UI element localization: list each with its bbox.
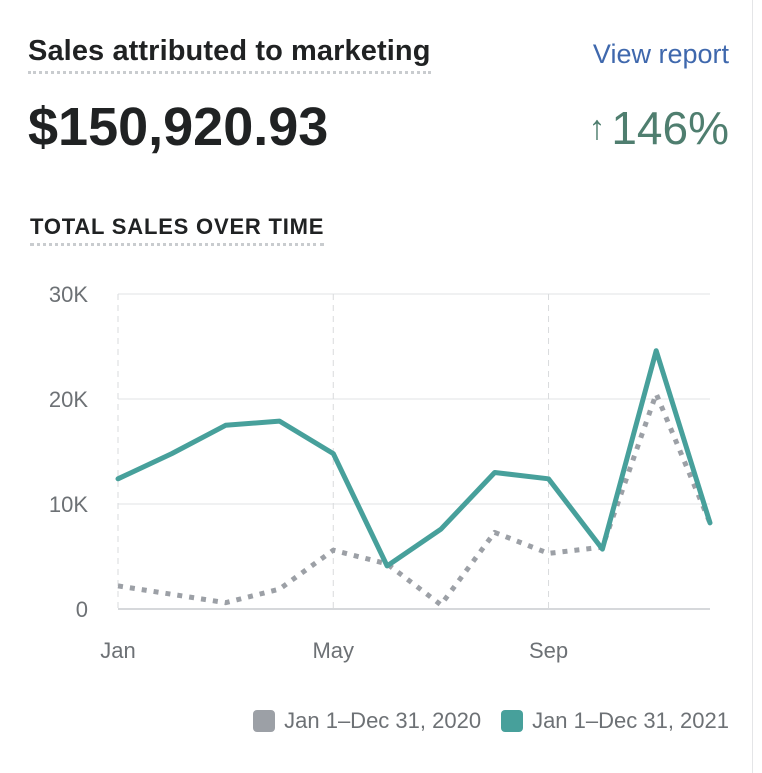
legend-label-2020: Jan 1–Dec 31, 2020	[284, 708, 482, 733]
y-axis: 0 10K 20K 30K	[49, 282, 88, 622]
x-axis: Jan May Sep	[100, 638, 568, 663]
legend-item-2020: Jan 1–Dec 31, 2020	[253, 708, 481, 734]
chart-grid	[117, 293, 710, 610]
y-tick-label: 20K	[49, 387, 88, 412]
card-title: Sales attributed to marketing	[28, 33, 431, 74]
y-tick-label: 10K	[49, 492, 88, 517]
chart-legend: Jan 1–Dec 31, 2020 Jan 1–Dec 31, 2021	[233, 708, 729, 734]
percent-change-value: 146%	[611, 102, 729, 154]
x-tick-label: May	[312, 638, 354, 663]
series-line-2020	[117, 391, 713, 608]
card-border	[752, 0, 753, 773]
x-tick-label: Jan	[100, 638, 135, 663]
y-tick-label: 30K	[49, 282, 88, 307]
legend-item-2021: Jan 1–Dec 31, 2021	[501, 708, 729, 734]
chart-series	[115, 348, 713, 608]
legend-label-2021: Jan 1–Dec 31, 2021	[532, 708, 729, 733]
x-tick-label: Sep	[529, 638, 568, 663]
series-line-2021	[115, 348, 713, 569]
legend-swatch-2020	[253, 710, 276, 732]
percent-change: ↑ 146%	[588, 100, 729, 156]
legend-swatch-2021	[501, 710, 524, 732]
total-sales-value: $150,920.93	[28, 97, 329, 157]
chart-title: TOTAL SALES OVER TIME	[30, 214, 325, 246]
arrow-up-icon: ↑	[588, 109, 606, 147]
view-report-link[interactable]: View report	[592, 39, 729, 69]
y-tick-label: 0	[76, 597, 88, 622]
sales-line-chart: 0 10K 20K 30K Jan May Sep	[49, 282, 713, 663]
